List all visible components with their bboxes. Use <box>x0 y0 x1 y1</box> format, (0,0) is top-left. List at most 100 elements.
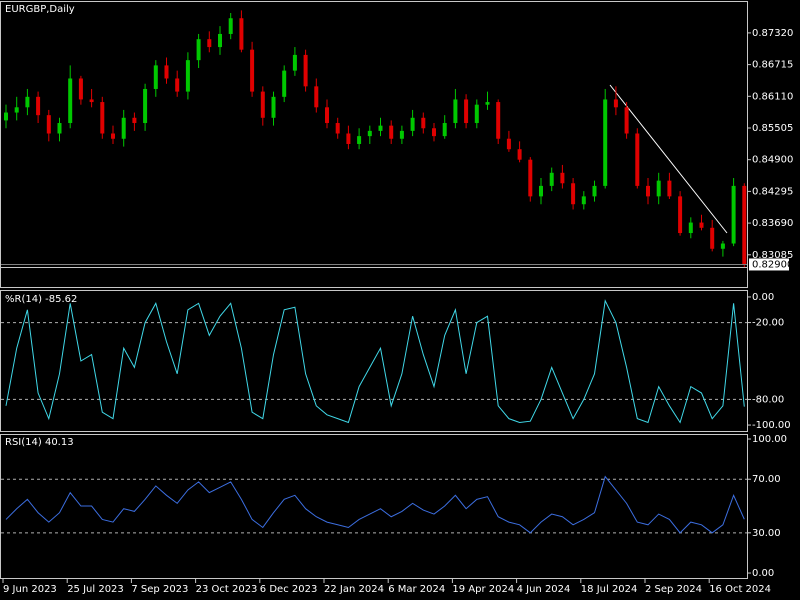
candle-body <box>357 136 362 144</box>
x-tick-label: 6 Dec 2023 <box>260 584 318 595</box>
candle-body <box>325 107 329 124</box>
candle-body <box>603 99 608 186</box>
candle-body <box>399 130 404 139</box>
candle-body <box>464 99 469 124</box>
y-tick-label: 0.84900 <box>752 155 793 166</box>
chart-title: EURGBP,Daily <box>5 4 75 15</box>
current-price-label: 0.82900 <box>752 259 793 270</box>
candle-body <box>121 117 126 139</box>
candle-body <box>207 39 212 48</box>
candle-body <box>592 185 597 197</box>
candle-body <box>153 65 158 89</box>
candle-body <box>111 133 115 139</box>
candle-body <box>314 86 319 108</box>
candle-body <box>14 107 19 113</box>
candle-body <box>496 102 501 139</box>
candle-body <box>46 115 51 134</box>
candle-body <box>185 60 190 92</box>
candle-body <box>731 185 736 244</box>
candle-body <box>335 123 340 134</box>
indicator-line <box>5 475 745 534</box>
x-tick-label: 9 Jun 2023 <box>3 584 57 595</box>
candle-body <box>678 196 683 234</box>
candle-body <box>421 117 426 129</box>
x-tick-label: 4 Jun 2024 <box>517 584 571 595</box>
candle-body <box>250 49 255 92</box>
y-tick-label: -100.00 <box>752 420 791 431</box>
candle-body <box>560 172 565 184</box>
wr-title: %R(14) -85.62 <box>5 294 77 305</box>
candle-body <box>378 125 383 131</box>
y-tick-label: 0.83085 <box>752 250 793 261</box>
candle-body <box>742 185 747 265</box>
trend-line <box>609 84 728 234</box>
x-tick-label: 7 Sep 2023 <box>131 584 188 595</box>
y-tick-label: 0.84295 <box>752 186 793 197</box>
y-tick-label: 0.00 <box>752 568 774 579</box>
y-tick-label: 0.83690 <box>752 218 793 229</box>
candle-body <box>410 117 415 131</box>
candle-body <box>710 227 715 249</box>
candle-body <box>271 96 276 118</box>
candle-body <box>25 96 30 108</box>
candle-body <box>432 128 436 137</box>
candle-body <box>143 88 148 124</box>
y-tick-label: 0.00 <box>752 292 774 303</box>
x-tick-label: 23 Oct 2023 <box>196 584 258 595</box>
candle-body <box>196 39 201 61</box>
candle-body <box>539 185 543 197</box>
candle-body <box>528 159 533 197</box>
candle-body <box>164 65 169 79</box>
x-tick-label: 25 Jul 2023 <box>67 584 124 595</box>
candle-body <box>228 18 233 34</box>
candle-body <box>78 78 83 100</box>
candle-body <box>89 99 94 103</box>
candle-body <box>36 96 41 116</box>
rsi-panel-frame <box>0 434 748 579</box>
candle-body <box>282 70 287 97</box>
candle-body <box>624 107 629 134</box>
candle-body <box>453 99 458 124</box>
candle-body <box>100 102 105 134</box>
candle-body <box>292 54 297 71</box>
candle-body <box>4 112 8 121</box>
candle-body <box>720 243 725 249</box>
y-tick-label: 0.86110 <box>752 91 793 102</box>
candle-body <box>635 133 640 186</box>
candle-body <box>57 123 62 134</box>
candle-body <box>656 180 661 197</box>
candle-body <box>667 180 672 197</box>
current-price-box <box>749 258 789 271</box>
candle-body <box>613 99 618 108</box>
wr-panel-frame <box>0 290 748 432</box>
indicator-line <box>5 299 745 424</box>
candle-body <box>646 185 650 197</box>
candle-body <box>442 123 447 137</box>
candle-body <box>175 78 180 92</box>
candle-body <box>239 18 244 50</box>
candle-body <box>218 33 222 48</box>
candle-body <box>688 222 693 234</box>
y-tick-label: 100.00 <box>752 434 787 445</box>
x-tick-label: 16 Oct 2024 <box>709 584 771 595</box>
y-tick-label: -80.00 <box>752 394 784 405</box>
rsi-title: RSI(14) 40.13 <box>5 437 74 448</box>
candle-body <box>485 102 490 105</box>
candle-body <box>68 78 73 124</box>
y-tick-label: 0.87320 <box>752 28 793 39</box>
candle-body <box>260 91 265 118</box>
candle-body <box>346 133 351 144</box>
price-panel-frame <box>0 1 748 288</box>
y-tick-label: -20.00 <box>752 318 784 329</box>
x-tick-label: 22 Jan 2024 <box>324 584 384 595</box>
candle-body <box>581 196 586 205</box>
y-tick-label: 0.85505 <box>752 123 793 134</box>
candle-body <box>367 130 372 137</box>
candle-body <box>303 54 308 87</box>
x-tick-label: 19 Apr 2024 <box>452 584 514 595</box>
y-tick-label: 70.00 <box>752 474 781 485</box>
candle-body <box>699 222 704 228</box>
